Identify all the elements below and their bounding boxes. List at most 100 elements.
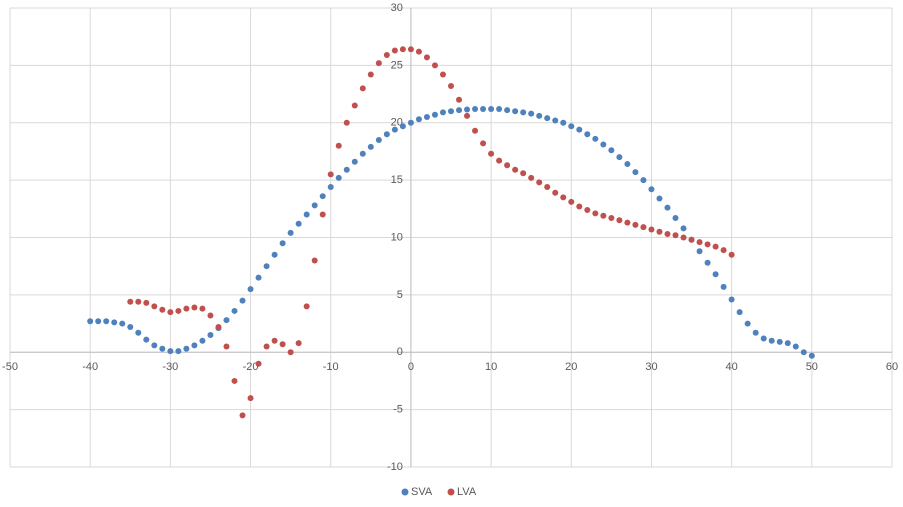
- point: [135, 329, 142, 336]
- point: [536, 112, 543, 119]
- y-tick-label: 0: [397, 346, 403, 358]
- legend-label: SVA: [411, 486, 433, 498]
- point: [704, 259, 711, 266]
- point: [327, 171, 334, 178]
- point: [199, 337, 206, 344]
- point: [680, 234, 687, 241]
- point: [752, 329, 759, 336]
- point: [231, 377, 238, 384]
- point: [568, 198, 575, 205]
- point: [720, 283, 727, 290]
- point: [464, 112, 471, 119]
- point: [127, 324, 134, 331]
- point: [808, 352, 815, 359]
- point: [255, 360, 262, 367]
- point: [359, 85, 366, 92]
- point: [584, 131, 591, 138]
- point: [704, 241, 711, 248]
- point: [672, 214, 679, 221]
- point: [512, 108, 519, 115]
- point: [728, 251, 735, 258]
- point: [415, 48, 422, 55]
- point: [496, 157, 503, 164]
- point: [680, 225, 687, 232]
- point: [640, 177, 647, 184]
- point: [335, 142, 342, 149]
- point: [720, 247, 727, 254]
- point: [103, 318, 110, 325]
- point: [407, 119, 414, 126]
- point: [784, 340, 791, 347]
- point: [87, 318, 94, 325]
- point: [528, 110, 535, 117]
- point: [552, 117, 559, 124]
- x-tick-label: 50: [806, 361, 818, 373]
- point: [696, 248, 703, 255]
- point: [568, 123, 575, 130]
- x-tick-label: 10: [485, 361, 497, 373]
- point: [263, 263, 270, 270]
- point: [664, 204, 671, 211]
- point: [183, 345, 190, 352]
- point: [199, 305, 206, 312]
- point: [311, 257, 318, 264]
- point: [456, 96, 463, 103]
- point: [480, 105, 487, 112]
- point: [544, 115, 551, 122]
- point: [552, 189, 559, 196]
- point: [656, 228, 663, 235]
- point: [600, 212, 607, 219]
- point: [712, 243, 719, 250]
- point: [343, 166, 350, 173]
- point: [664, 231, 671, 238]
- x-tick-label: -20: [243, 361, 259, 373]
- point: [231, 307, 238, 314]
- point: [448, 83, 454, 90]
- point: [624, 161, 631, 168]
- y-tick-label: 10: [391, 231, 403, 243]
- point: [431, 111, 438, 118]
- point: [423, 54, 430, 61]
- point: [143, 299, 150, 306]
- point: [207, 312, 214, 319]
- point: [159, 306, 166, 313]
- y-tick-label: 15: [391, 174, 403, 186]
- point: [351, 158, 358, 165]
- point: [544, 184, 551, 191]
- point: [367, 71, 374, 78]
- legend-label: LVA: [457, 486, 477, 498]
- point: [391, 47, 398, 54]
- point: [616, 217, 623, 224]
- point: [592, 135, 599, 142]
- x-tick-label: -30: [162, 361, 178, 373]
- point: [167, 348, 174, 355]
- point: [616, 154, 623, 161]
- point: [576, 203, 583, 210]
- y-tick-label: 25: [391, 59, 403, 71]
- point: [800, 349, 807, 356]
- point: [632, 221, 639, 228]
- point: [263, 343, 270, 350]
- point: [383, 52, 390, 59]
- point: [119, 320, 126, 327]
- point: [504, 107, 511, 114]
- point: [359, 150, 366, 157]
- point: [399, 46, 406, 53]
- point: [135, 298, 142, 305]
- point: [95, 318, 102, 325]
- point: [383, 131, 390, 138]
- point: [520, 109, 527, 116]
- point: [247, 286, 254, 293]
- legend-marker: [447, 488, 455, 496]
- point: [536, 179, 543, 186]
- legend-marker: [401, 488, 409, 496]
- point: [111, 319, 118, 326]
- y-tick-label: 5: [397, 289, 403, 301]
- point: [448, 108, 454, 115]
- point: [207, 332, 214, 339]
- point: [151, 303, 158, 310]
- point: [407, 46, 414, 53]
- point: [303, 211, 310, 218]
- point: [239, 297, 246, 304]
- x-tick-label: 40: [726, 361, 738, 373]
